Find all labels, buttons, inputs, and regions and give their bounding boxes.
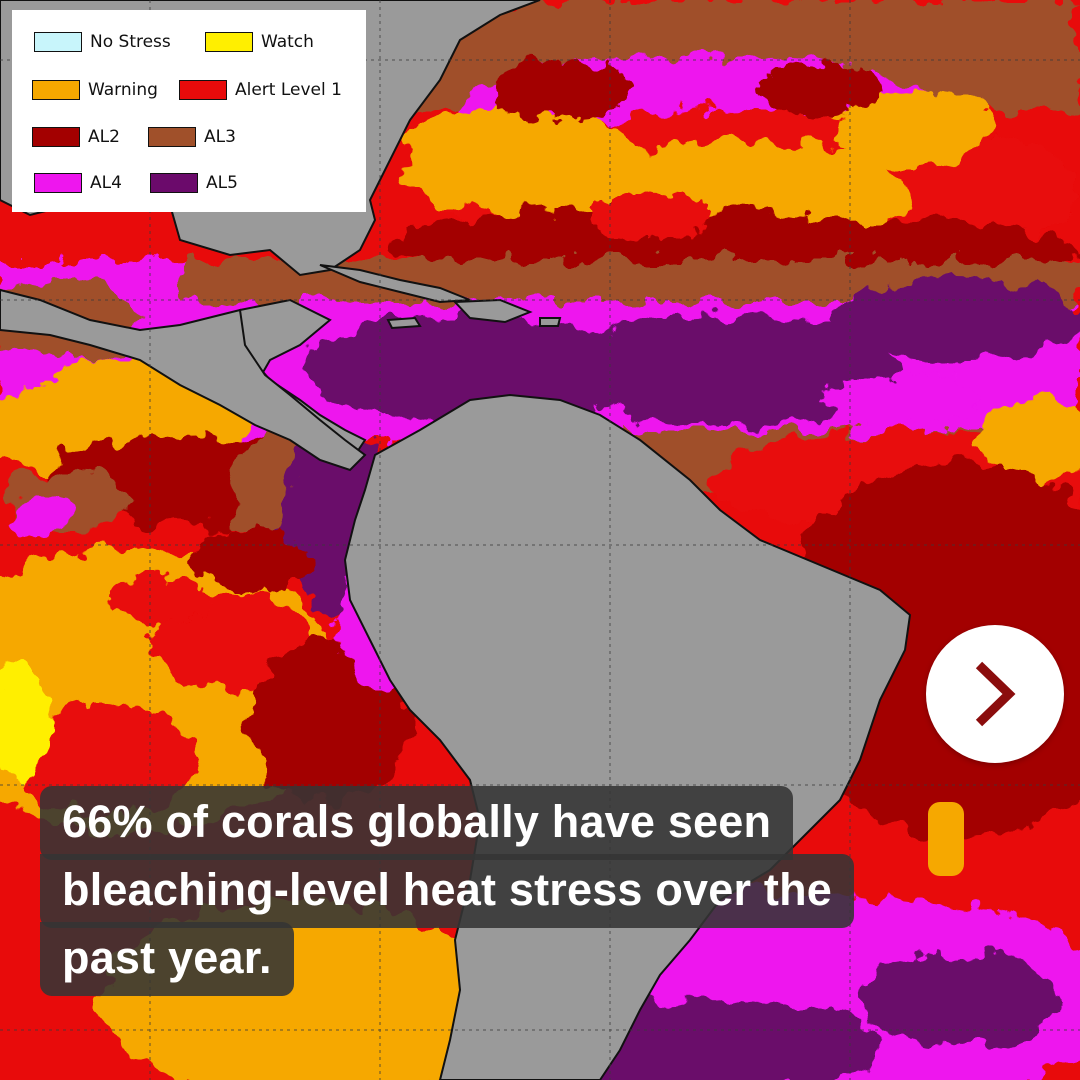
caption-line-2-wrap: bleaching-level heat stress over the [40, 854, 1030, 928]
legend-label: Alert Level 1 [235, 80, 342, 100]
legend-item-alert-level-1: Alert Level 1 [179, 80, 342, 100]
legend-label: No Stress [90, 32, 171, 52]
legend-label: Warning [88, 80, 158, 100]
legend-item-al3: AL3 [148, 127, 236, 147]
legend-swatch [205, 32, 253, 52]
caption-line-1-wrap: 66% of corals globally have seen [40, 786, 1030, 860]
legend-item-no-stress: No Stress [34, 32, 171, 52]
legend-item-al2: AL2 [32, 127, 120, 147]
legend-item-warning: Warning [32, 80, 158, 100]
legend-item-watch: Watch [205, 32, 314, 52]
legend-label: AL4 [90, 173, 122, 193]
legend-label: AL3 [204, 127, 236, 147]
legend-swatch [32, 127, 80, 147]
legend-swatch [150, 173, 198, 193]
caption-line-3-wrap: past year. [40, 922, 1030, 996]
next-slide-button[interactable] [926, 625, 1064, 763]
legend-label: Watch [261, 32, 314, 52]
caption-accent [928, 802, 964, 876]
legend-label: AL5 [206, 173, 238, 193]
legend-swatch [179, 80, 227, 100]
caption-overlay: 66% of corals globally have seen bleachi… [40, 786, 1030, 996]
legend-label: AL2 [88, 127, 120, 147]
legend-item-al5: AL5 [150, 173, 238, 193]
legend-swatch [34, 173, 82, 193]
map-legend: No Stress Watch Warning Alert Level 1 AL… [12, 10, 366, 212]
legend-item-al4: AL4 [34, 173, 122, 193]
legend-swatch [148, 127, 196, 147]
caption-line-1: 66% of corals globally have seen [40, 786, 794, 860]
caption-line-2: bleaching-level heat stress over the [40, 854, 855, 928]
legend-swatch [32, 80, 80, 100]
caption-line-3: past year. [40, 922, 294, 996]
legend-swatch [34, 32, 82, 52]
chevron-right-icon [975, 661, 1016, 727]
